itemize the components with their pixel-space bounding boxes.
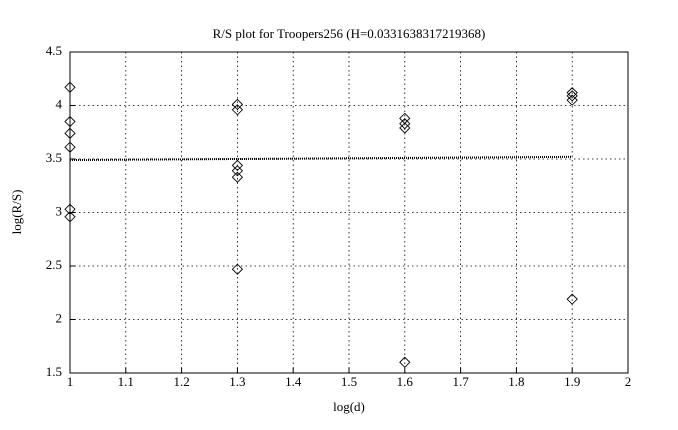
data-point (566, 90, 578, 102)
x-tick-label: 1.5 (341, 374, 357, 389)
x-axis-label: log(d) (333, 399, 365, 414)
y-tick-label: 2 (56, 310, 63, 325)
data-point (64, 127, 76, 139)
y-tick-label: 3.5 (46, 150, 62, 165)
x-tick-label: 1.7 (452, 374, 469, 389)
data-point (64, 203, 76, 215)
x-tick-label: 1.3 (229, 374, 245, 389)
data-point (64, 115, 76, 128)
x-tick-label: 1.9 (564, 374, 580, 389)
y-tick-label: 4 (56, 96, 63, 111)
fit-line (69, 155, 573, 162)
x-tick-label: 1.6 (397, 374, 414, 389)
data-point (231, 165, 244, 177)
data-point (231, 159, 244, 172)
x-tick-label: 1 (67, 374, 74, 389)
x-tick-label: 2 (625, 374, 632, 389)
y-axis-label: log(R/S) (9, 190, 24, 235)
data-point (566, 293, 578, 305)
data-point (231, 171, 244, 183)
data-point (566, 94, 578, 106)
data-point (231, 104, 244, 116)
data-point (64, 81, 76, 93)
data-point (64, 141, 76, 153)
y-tick-label: 3 (56, 203, 63, 218)
y-tick-label: 1.5 (46, 364, 62, 379)
chart-title: R/S plot for Troopers256 (H=0.0331638317… (213, 26, 486, 41)
x-tick-label: 1.4 (285, 374, 302, 389)
data-point (231, 98, 244, 111)
data-point (566, 87, 578, 99)
x-tick-label: 1.1 (118, 374, 134, 389)
data-point (231, 263, 244, 275)
x-tick-label: 1.8 (508, 374, 524, 389)
x-tick-label: 1.2 (173, 374, 189, 389)
data-point (64, 211, 76, 223)
y-tick-label: 2.5 (46, 257, 62, 272)
data-point (399, 118, 411, 130)
data-point (399, 356, 411, 368)
y-tick-label: 4.5 (46, 43, 62, 58)
data-point (399, 122, 411, 134)
plot-frame (69, 51, 629, 374)
